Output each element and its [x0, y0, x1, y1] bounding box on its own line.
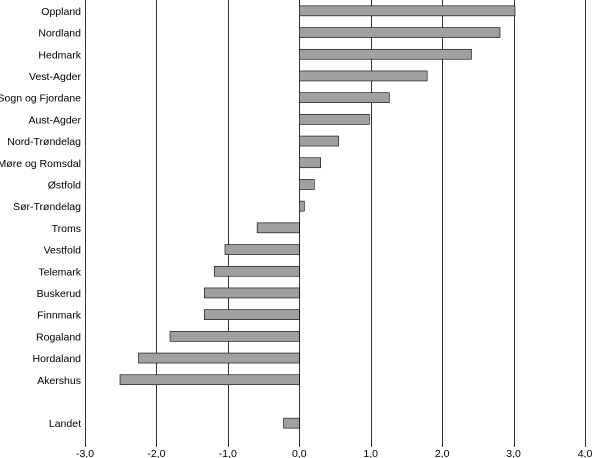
bar-Sør-Trøndelag	[298, 200, 305, 212]
category-label: Rogaland	[36, 331, 81, 343]
bar-Akershus	[119, 374, 300, 386]
category-label: Oppland	[41, 6, 81, 18]
bar-Vest-Agder	[298, 70, 428, 82]
bar-Sogn og Fjordane	[298, 92, 390, 103]
bar-Oppland	[298, 5, 516, 17]
category-label: Nordland	[38, 28, 81, 40]
category-label: Akershus	[37, 375, 81, 387]
category-label: Sogn og Fjordane	[0, 93, 81, 105]
category-label: Hordaland	[33, 353, 82, 365]
x-tick-label: 2,0	[435, 448, 450, 458]
x-tick-label: 0,0	[292, 448, 307, 458]
bar-Landet	[283, 417, 300, 429]
x-tick-label: 3,0	[506, 448, 521, 458]
category-label: Møre og Romsdal	[0, 158, 81, 170]
x-tick-label: 1,0	[363, 448, 378, 458]
category-label: Aust-Agder	[28, 114, 81, 126]
bar-Møre og Romsdal	[298, 157, 322, 169]
bar-Finnmark	[203, 309, 300, 320]
bar-Buskerud	[203, 287, 300, 299]
bar-Troms	[256, 222, 300, 234]
bar-Nordland	[298, 27, 501, 38]
x-tick-label: -3,0	[76, 448, 94, 458]
category-label: Landet	[49, 418, 81, 430]
bars	[119, 5, 516, 429]
x-axis-tick-labels: -3,0 -2,0 -1,0 0,0 1,0 2,0 3,0 4,0	[76, 448, 592, 458]
bar-Rogaland	[169, 331, 300, 342]
bar-Østfold	[298, 179, 315, 190]
bar-Hedmark	[298, 48, 472, 60]
category-label: Sør-Trøndelag	[13, 201, 81, 213]
x-tick-label: -2,0	[147, 448, 165, 458]
category-label: Telemark	[38, 266, 81, 278]
category-labels: Oppland Nordland Hedmark Vest-Agder Sogn og …	[0, 6, 82, 430]
category-label: Nord-Trøndelag	[7, 136, 81, 148]
bar-Telemark	[213, 265, 300, 277]
category-label: Hedmark	[38, 49, 81, 61]
bar-Aust-Agder	[298, 114, 370, 125]
category-label: Vestfold	[44, 245, 82, 257]
category-label: Troms	[52, 223, 81, 235]
x-tick-label: 4,0	[578, 448, 593, 458]
bar-Vestfold	[224, 244, 300, 255]
category-label: Buskerud	[37, 288, 82, 300]
bar-Hordaland	[138, 352, 300, 364]
bar-Nord-Trøndelag	[298, 135, 339, 147]
category-label: Finnmark	[37, 310, 82, 322]
category-label: Vest-Agder	[29, 71, 81, 83]
category-label: Østfold	[48, 179, 81, 191]
x-tick-label: -1,0	[219, 448, 237, 458]
